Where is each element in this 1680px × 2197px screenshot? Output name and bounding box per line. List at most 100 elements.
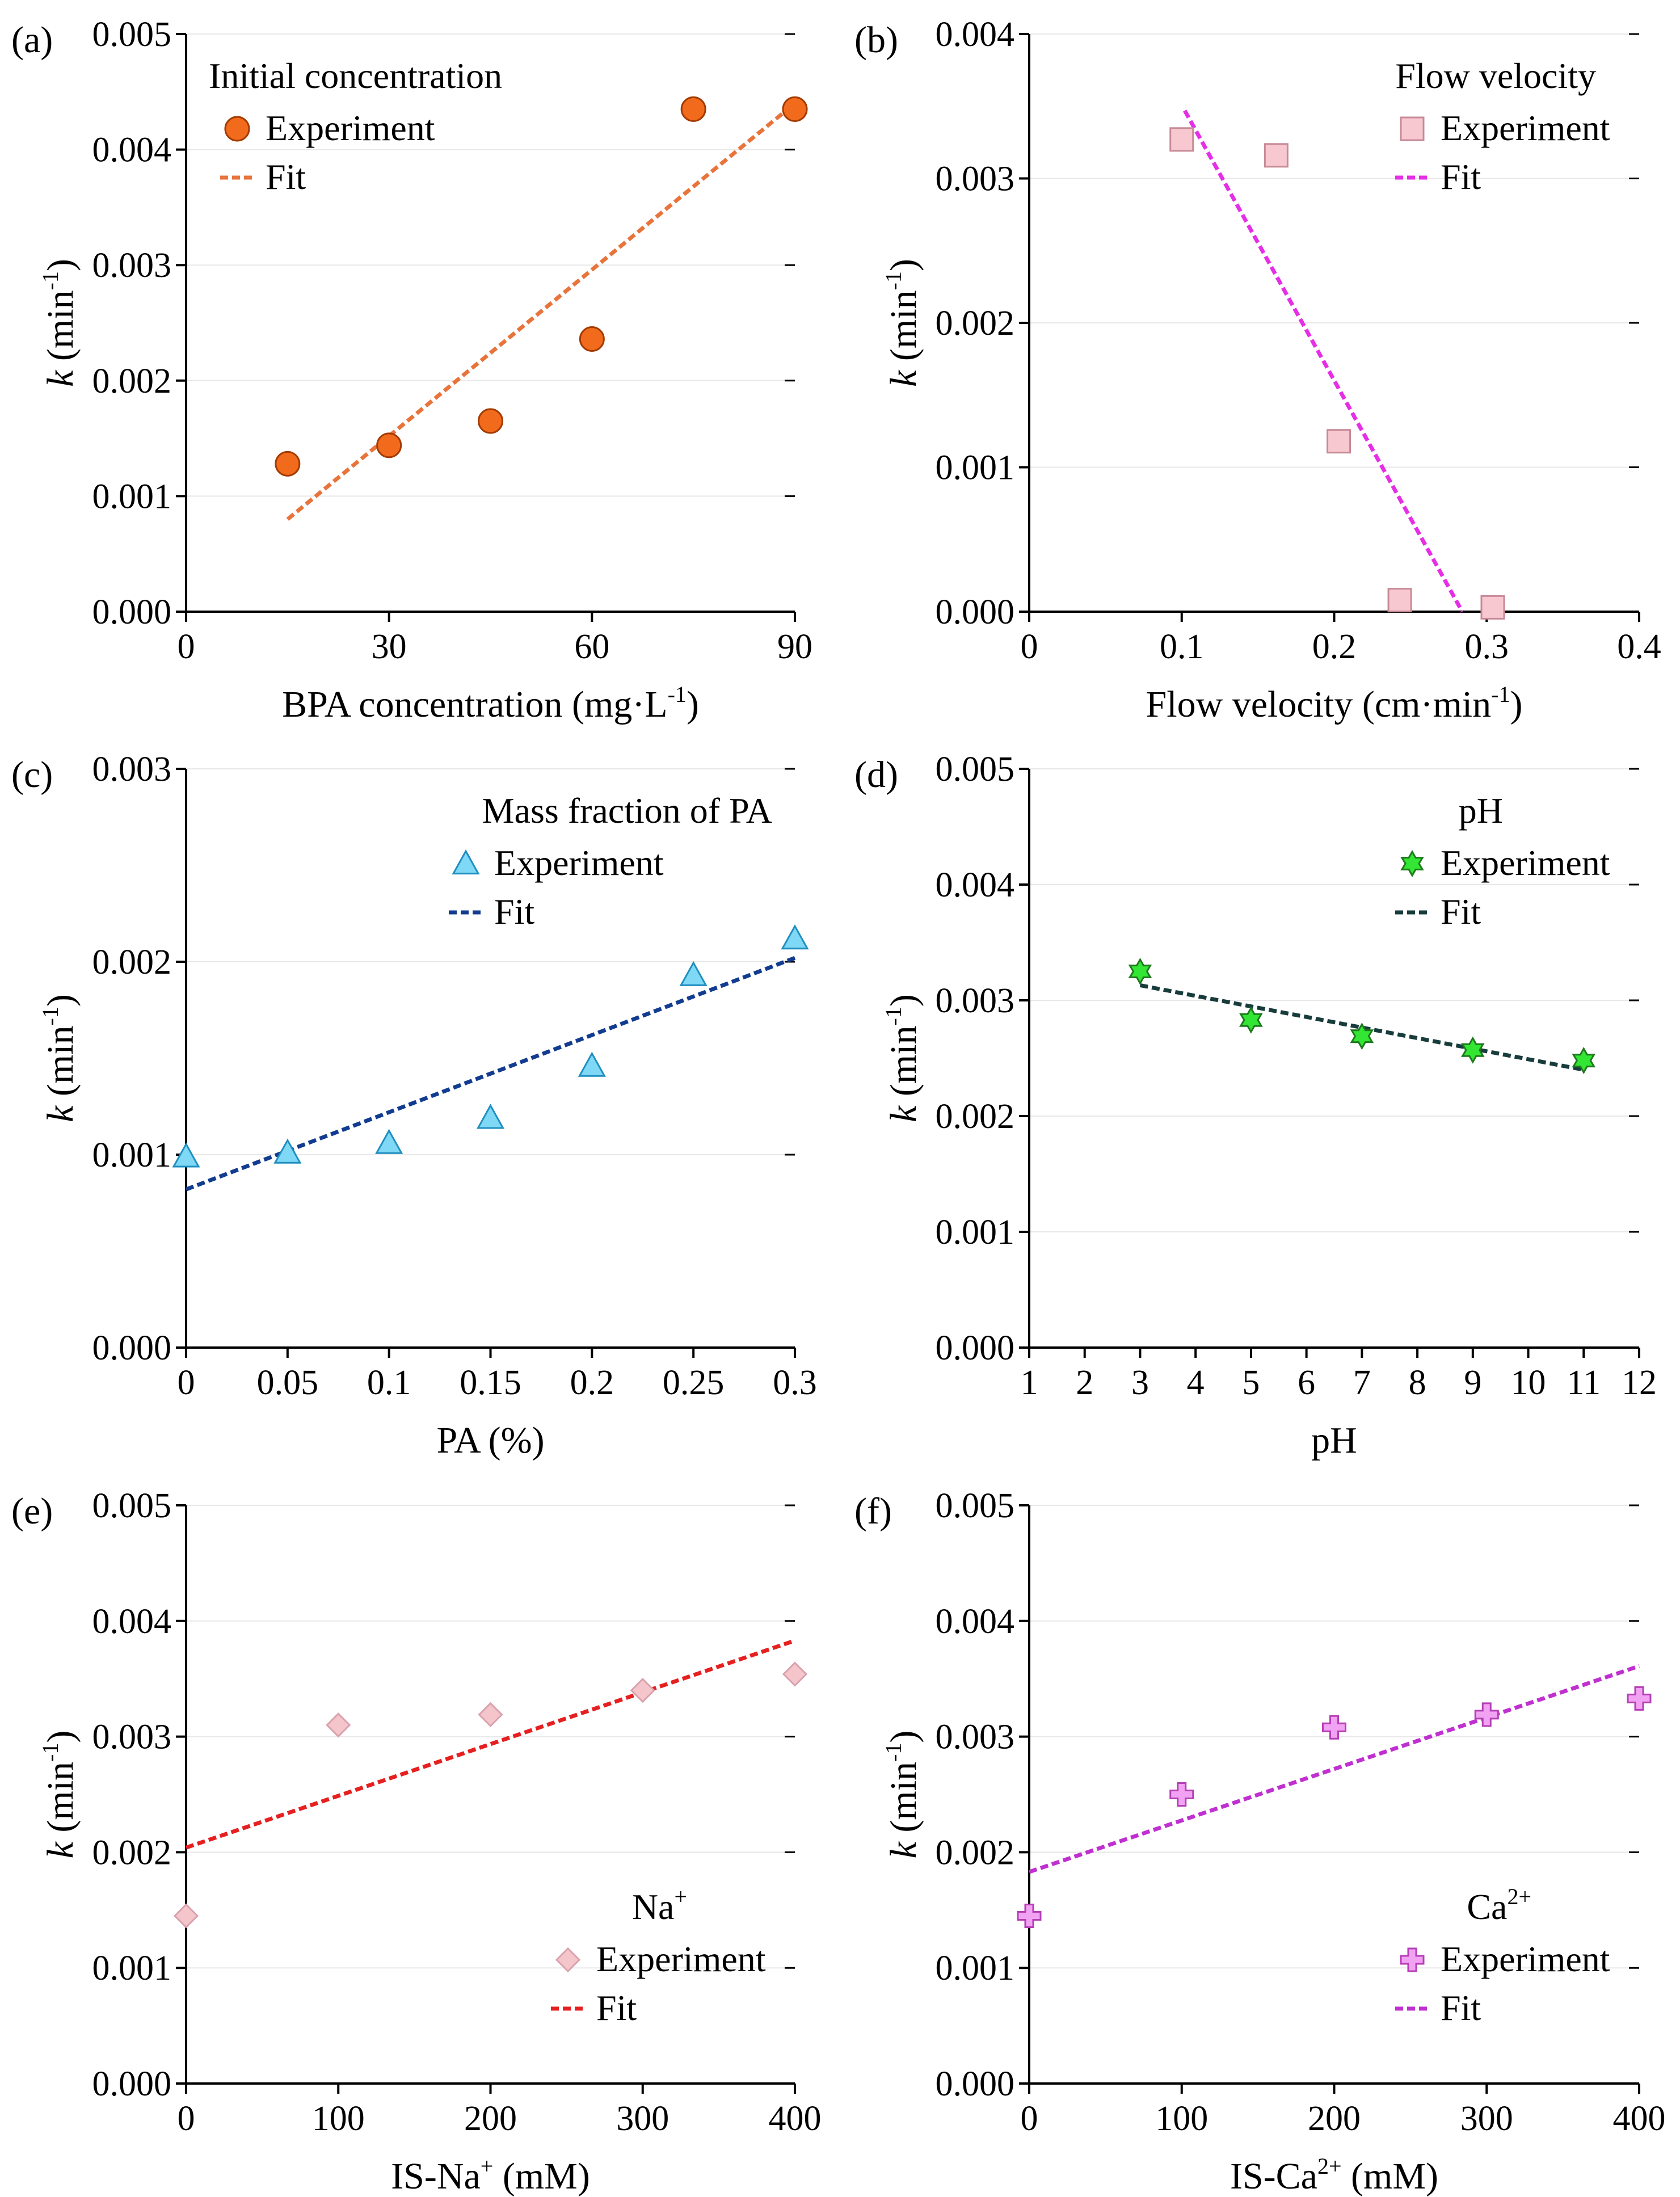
panel-label: (e) — [11, 1491, 53, 1532]
x-tick-label: 4 — [1187, 1363, 1205, 1402]
x-tick-label: 300 — [616, 2099, 669, 2138]
data-point — [1480, 595, 1505, 620]
legend-label-fit: Fit — [596, 1988, 637, 2028]
y-tick-label: 0.004 — [92, 1602, 172, 1641]
x-axis-label: Flow velocity (cm·min-1) — [1146, 681, 1523, 725]
x-tick-label: 0 — [178, 2099, 195, 2138]
legend-label-experiment: Experiment — [494, 843, 664, 883]
y-tick-label: 0.004 — [936, 1602, 1015, 1641]
x-tick-label: 11 — [1567, 1363, 1601, 1402]
y-axis-label: k (min-1) — [881, 994, 924, 1122]
y-axis-label: k (min-1) — [37, 1731, 81, 1859]
legend-title: Mass fraction of PA — [482, 790, 772, 831]
x-tick-label: 0.3 — [773, 1363, 817, 1402]
x-tick-label: 0.4 — [1617, 628, 1661, 666]
x-tick-label: 12 — [1622, 1363, 1657, 1402]
y-tick-label: 0.001 — [92, 1136, 172, 1175]
fit-line — [286, 102, 797, 521]
y-tick-label: 0.002 — [936, 1097, 1015, 1136]
data-point — [1128, 957, 1152, 986]
y-tick-label: 0.003 — [92, 750, 172, 789]
legend-marker — [1400, 849, 1424, 878]
legend-marker — [452, 849, 480, 875]
y-tick-label: 0.005 — [92, 15, 172, 54]
data-point — [630, 1677, 655, 1703]
x-tick-label: 0.15 — [460, 1363, 521, 1402]
data-point — [478, 1702, 503, 1727]
legend-label-experiment: Experiment — [1441, 108, 1610, 148]
x-tick-label: 0 — [178, 628, 195, 666]
data-point — [1017, 1903, 1042, 1928]
y-tick-label: 0.000 — [936, 1329, 1015, 1367]
y-tick-label: 0.004 — [92, 131, 172, 170]
x-tick-label: 400 — [1613, 2099, 1666, 2138]
x-axis-label: IS-Na+ (mM) — [391, 2153, 590, 2197]
legend-title: Na+ — [632, 1884, 687, 1927]
y-tick-label: 0.003 — [936, 1718, 1015, 1757]
x-tick-label: 0 — [1021, 628, 1038, 666]
x-tick-label: 30 — [372, 628, 407, 666]
x-axis-label: BPA concentration (mg·L-1) — [282, 681, 699, 725]
y-tick-label: 0.003 — [936, 160, 1015, 199]
x-tick-label: 0.1 — [367, 1363, 411, 1402]
x-tick-label: 60 — [574, 628, 609, 666]
x-tick-label: 200 — [464, 2099, 517, 2138]
data-point — [173, 1903, 199, 1929]
fit-line — [1183, 110, 1464, 613]
x-tick-label: 200 — [1308, 2099, 1361, 2138]
y-tick-label: 0.005 — [936, 750, 1015, 789]
data-point — [1627, 1686, 1652, 1711]
x-tick-label: 10 — [1511, 1363, 1546, 1402]
panel-f: 0.000 0.001 0.002 0.003 0.004 0.005 0 100 200 300… — [854, 1487, 1666, 2197]
data-point — [326, 1712, 351, 1738]
data-point — [781, 924, 809, 950]
y-tick-label: 0.000 — [92, 1329, 172, 1367]
x-tick-label: 90 — [777, 628, 812, 666]
y-tick-label: 0.003 — [92, 246, 172, 285]
x-tick-label: 300 — [1460, 2099, 1513, 2138]
x-tick-label: 8 — [1409, 1363, 1426, 1402]
y-tick-label: 0.002 — [92, 943, 172, 982]
x-tick-label: 0 — [178, 1363, 195, 1402]
x-tick-label: 400 — [769, 2099, 822, 2138]
y-axis-label: k (min-1) — [881, 259, 924, 387]
fit-line — [1139, 983, 1584, 1072]
panel-c: 0.000 0.001 0.002 0.003 0 0.05 0.1 0.15 0.2 0.25 0… — [11, 750, 817, 1461]
x-axis-label: PA (%) — [436, 1420, 544, 1461]
legend-label-experiment: Experiment — [596, 1939, 766, 1979]
data-point — [1474, 1702, 1499, 1727]
data-point — [275, 451, 301, 477]
data-point — [1460, 1036, 1485, 1064]
data-point — [1169, 127, 1194, 152]
y-tick-label: 0.000 — [92, 593, 172, 632]
x-tick-label: 1 — [1021, 1363, 1038, 1402]
x-tick-label: 0.2 — [1312, 628, 1357, 666]
panel-e: 0.000 0.001 0.002 0.003 0.004 0.005 0 100 200 300… — [11, 1487, 822, 2197]
y-tick-label: 0.001 — [92, 477, 172, 516]
y-tick-label: 0.005 — [92, 1487, 172, 1525]
data-point — [1239, 1006, 1263, 1034]
data-point — [478, 408, 503, 434]
data-point — [1169, 1782, 1194, 1807]
legend-title: Ca2+ — [1467, 1884, 1531, 1927]
x-tick-label: 100 — [1155, 2099, 1208, 2138]
panel-label: (c) — [11, 754, 53, 796]
panel-label: (b) — [854, 19, 898, 61]
panel-a: 0.000 0.001 0.002 0.003 0.004 0.005 0 30 60 90 (a)… — [11, 15, 812, 725]
data-point — [273, 1138, 302, 1164]
legend: pH Experiment Fit — [1395, 790, 1610, 932]
y-tick-label: 0.002 — [92, 362, 172, 401]
x-tick-label: 5 — [1242, 1363, 1260, 1402]
legend-marker — [555, 1947, 581, 1973]
y-tick-label: 0.002 — [936, 304, 1015, 343]
legend-label-experiment: Experiment — [266, 108, 435, 148]
data-point — [1572, 1047, 1596, 1075]
panel-label: (d) — [854, 754, 898, 796]
data-point — [1322, 1715, 1346, 1740]
x-tick-label: 2 — [1076, 1363, 1093, 1402]
y-tick-label: 0.002 — [92, 1833, 172, 1872]
legend-title: pH — [1459, 790, 1503, 831]
y-axis-label: k (min-1) — [37, 259, 81, 387]
legend-label-experiment: Experiment — [1441, 843, 1610, 883]
